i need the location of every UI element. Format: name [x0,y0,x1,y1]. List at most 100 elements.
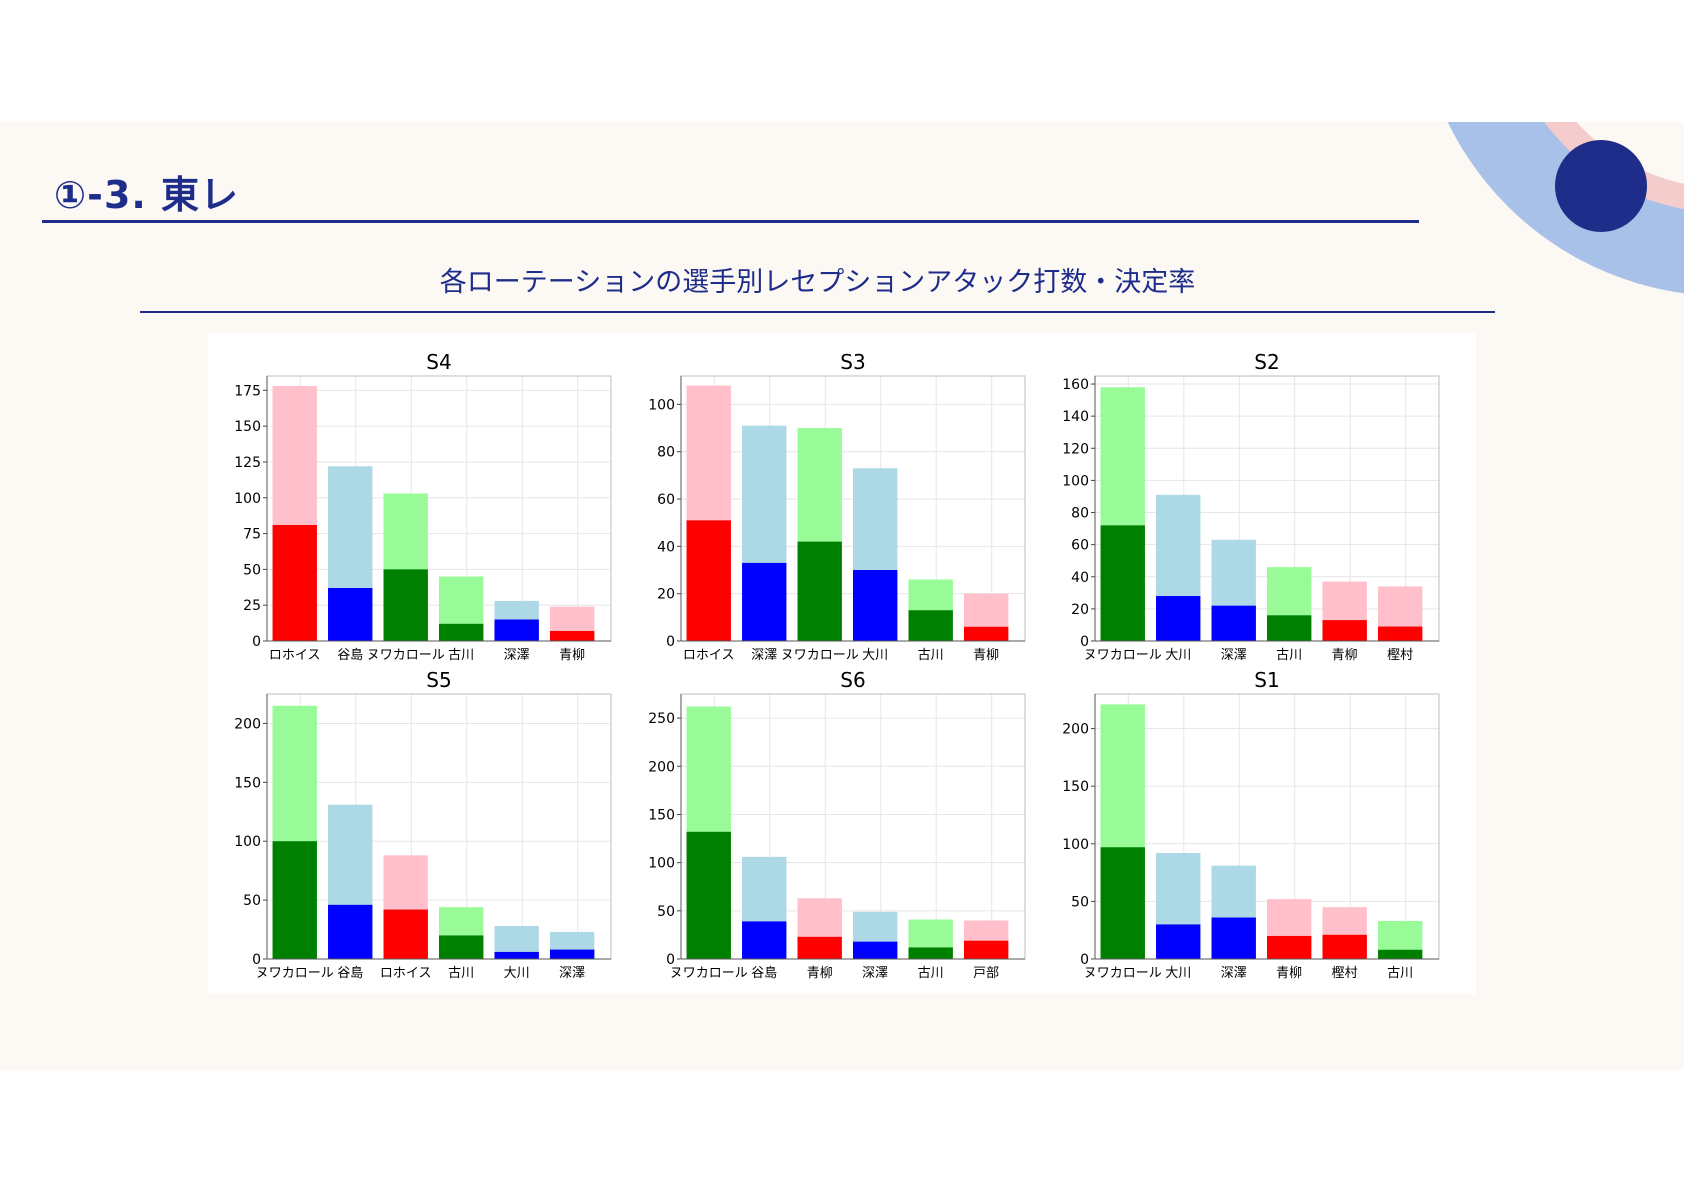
y-tick-label: 100 [234,491,261,507]
title-underline [42,220,1419,223]
x-tick-label: 青柳 [559,648,585,663]
chart-title: S4 [426,350,451,374]
bar-kills [383,569,428,641]
x-tick-label: 樫村 [1387,648,1413,663]
x-tick-label: 大川 [862,648,888,663]
x-tick-label: 深澤 [751,648,777,663]
bar-kills [549,630,595,641]
x-tick-label: 谷島 [337,966,363,981]
bar-kills [1377,626,1423,641]
y-tick-label: 50 [243,562,261,578]
y-tick-label: 150 [1062,779,1089,795]
y-tick-label: 50 [243,893,261,909]
chart-S4: 0 25 50 75 100 125 150 175 ロホイス 谷島 ヌワカロール 古川 深澤 青柳 S4 [234,350,612,663]
bar-kills [963,626,1009,641]
bar-kills [272,524,317,641]
x-tick-label: 大川 [1165,966,1191,981]
bar-kills [1267,615,1312,641]
x-tick-label: 谷島 [751,966,777,981]
bar-kills [1211,605,1256,641]
y-tick-label: 0 [252,952,261,968]
y-tick-label: 50 [1071,894,1089,910]
slide-background: ①-3. 東レ 各ローテーションの選手別レセプションアタック打数・決定率 0 25… [0,122,1684,1070]
y-tick-label: 250 [648,711,675,727]
bar-kills [494,619,539,641]
chart-section-subtitle: 各ローテーションの選手別レセプションアタック打数・決定率 [439,267,1196,298]
bar-kills [1322,934,1367,959]
x-tick-label: 深澤 [1221,966,1247,981]
y-tick-label: 125 [234,455,261,471]
y-tick-label: 150 [648,807,675,823]
x-tick-label: 樫村 [1332,966,1358,981]
bar-kills [383,909,428,959]
x-tick-label: 古川 [448,648,474,663]
bar-kills [686,520,731,641]
y-tick-label: 200 [648,759,675,775]
bar-kills [908,610,953,641]
bar-kills [1156,924,1201,959]
x-tick-label: 青柳 [1276,966,1302,981]
x-tick-label: ヌワカロール [1084,966,1162,981]
bar-kills [1100,525,1145,641]
x-tick-label: 青柳 [807,966,833,981]
x-tick-label: 古川 [1276,648,1302,663]
y-tick-label: 80 [657,445,675,461]
x-tick-label: 古川 [448,966,474,981]
x-tick-label: ヌワカロール [781,648,859,663]
chart-title: S6 [840,668,865,692]
bar-kills [439,935,484,959]
x-tick-label: 谷島 [337,648,363,663]
y-tick-label: 0 [666,952,675,968]
slide-title: ①-3. 東レ [54,173,240,217]
x-tick-label: 戸部 [973,966,999,981]
y-tick-label: 60 [1071,538,1089,554]
bar-kills [1377,949,1423,959]
y-tick-label: 100 [1062,473,1089,489]
subtitle-underline [140,311,1495,313]
x-tick-label: 大川 [504,966,530,981]
x-tick-label: ロホイス [683,648,735,663]
y-tick-label: 140 [1062,409,1089,425]
y-tick-label: 80 [1071,506,1089,522]
decorative-arcs [1447,122,1684,294]
x-tick-label: 古川 [1387,966,1413,981]
x-tick-label: 青柳 [973,648,999,663]
bar-kills [963,940,1009,959]
chart-S3: 0 20 40 60 80 100 ロホイス 深澤 ヌワカロール 大川 古川 青柳 S3 [648,350,1026,663]
bar-kills [494,951,539,959]
y-tick-label: 20 [1071,602,1089,618]
bar-kills [908,947,953,959]
chart-S5: 0 50 100 150 200 ヌワカロール 谷島 ロホイス 古川 大川 深澤 S5 [234,668,612,981]
y-tick-label: 60 [657,492,675,508]
y-tick-label: 100 [234,834,261,850]
y-tick-label: 150 [234,775,261,791]
bar-kills [439,623,484,641]
x-tick-label: 古川 [918,966,944,981]
y-tick-label: 0 [1080,634,1089,650]
x-tick-label: ヌワカロール [256,966,334,981]
chart-title: S2 [1254,350,1279,374]
y-tick-label: 25 [243,598,261,614]
chart-S6: 0 50 100 150 200 250 ヌワカロール 谷島 青柳 深澤 古川 戸部 S6 [648,668,1026,981]
bar-kills [328,904,373,959]
y-tick-label: 20 [657,587,675,603]
x-tick-label: 青柳 [1332,648,1358,663]
chart-S2: 0 20 40 60 80 100 120 140 160 ヌワカロール 大川 深澤 古川 青柳 樫村 S2 [1062,350,1440,663]
chart-title: S3 [840,350,865,374]
y-tick-label: 0 [666,634,675,650]
y-tick-label: 0 [252,634,261,650]
bar-kills [853,941,898,959]
bar-kills [1267,935,1312,959]
bar-kills [686,831,731,959]
x-tick-label: ヌワカロール [670,966,748,981]
bar-kills [742,562,787,641]
bar-kills [549,949,595,959]
y-tick-label: 0 [1080,952,1089,968]
y-tick-label: 200 [234,716,261,732]
x-tick-label: 深澤 [862,966,888,981]
y-tick-label: 50 [657,904,675,920]
chart-panel: 0 25 50 75 100 125 150 175 ロホイス 谷島 ヌワカロール 古川 深澤 青柳 S4 0… [208,333,1476,994]
x-tick-label: 大川 [1165,648,1191,663]
y-tick-label: 40 [1071,570,1089,586]
bar-kills [797,936,842,959]
